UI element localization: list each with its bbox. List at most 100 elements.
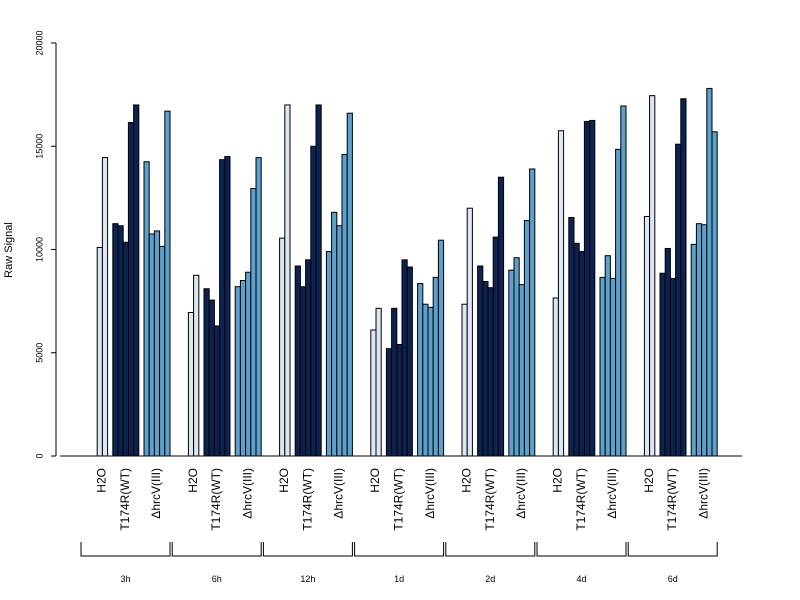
bar-1d-0-0 <box>370 329 377 457</box>
category-label: H2O <box>459 468 473 493</box>
category-label: H2O <box>277 468 291 493</box>
bar-6d-1-0 <box>659 272 666 457</box>
time-label: 2d <box>485 574 495 584</box>
y-axis: 0 5000 10000 15000 20000 <box>34 30 57 459</box>
bar-4d-2-2 <box>609 277 617 457</box>
bar-6h-2-2 <box>245 271 252 457</box>
bar-6h-2-1 <box>239 279 247 457</box>
category-label: T174R(WT) <box>209 468 223 531</box>
bar-6h-2-3 <box>250 188 257 457</box>
bar-6h-0-0 <box>187 311 195 457</box>
bar-1d-1-3 <box>401 259 408 457</box>
category-label: H2O <box>642 468 656 493</box>
category-label: T174R(WT) <box>574 468 588 531</box>
bar-4d-0-0 <box>552 297 559 457</box>
bar-6h-1-2 <box>213 325 221 457</box>
category-label: T174R(WT) <box>118 468 132 531</box>
category-label: T174R(WT) <box>300 468 314 531</box>
category-label: T174R(WT) <box>483 468 497 531</box>
bar-1d-2-2 <box>427 306 434 457</box>
bar-6d-0-1 <box>649 95 656 457</box>
bar-6h-1-4 <box>224 156 231 457</box>
bar-12h-2-4 <box>346 112 353 457</box>
time-label: 6d <box>668 574 678 584</box>
bar-3h-2-2 <box>153 230 161 457</box>
category-label: ΔhrcV(III) <box>514 468 528 519</box>
y-tick-label: 5000 <box>34 343 44 363</box>
category-label: T174R(WT) <box>665 468 679 531</box>
y-tick-label: 10000 <box>34 237 44 262</box>
bar-1d-1-4 <box>406 266 413 457</box>
bar-4d-2-0 <box>599 276 606 457</box>
category-label: H2O <box>551 468 565 493</box>
bar-6h-1-0 <box>203 288 210 457</box>
bar-6h-1-3 <box>219 159 226 457</box>
time-brackets: 3h 6h 12h 1d 2d 4d 6d <box>80 542 718 584</box>
bar-12h-0-0 <box>279 237 286 457</box>
bar-4d-1-1 <box>573 242 580 457</box>
y-tick-label: 0 <box>34 453 44 458</box>
y-tick-label: 20000 <box>34 30 44 55</box>
bar-6h-2-0 <box>234 286 241 457</box>
bar-2d-1-0 <box>477 265 484 457</box>
time-bracket <box>262 542 353 557</box>
bar-12h-2-3 <box>341 154 348 457</box>
bar-1d-1-2 <box>396 343 403 457</box>
category-label: H2O <box>95 468 109 493</box>
time-bracket <box>171 542 262 557</box>
category-label: H2O <box>186 468 200 493</box>
bar-1d-2-1 <box>422 303 429 457</box>
bar-2d-2-3 <box>523 220 531 457</box>
bar-6h-2-4 <box>255 157 262 457</box>
bar-4d-1-4 <box>589 119 596 457</box>
bar-4d-1-3 <box>583 120 591 457</box>
bar-1d-1-0 <box>385 348 393 457</box>
bar-4d-0-1 <box>557 130 565 457</box>
bar-12h-2-0 <box>325 251 333 457</box>
category-label: ΔhrcV(III) <box>149 468 163 519</box>
bar-1d-2-0 <box>417 283 424 457</box>
time-label: 12h <box>300 574 315 584</box>
bar-6d-0-0 <box>643 215 651 457</box>
bar-3h-2-0 <box>143 161 150 457</box>
y-axis-label: Raw Signal <box>3 222 15 278</box>
bar-1d-1-1 <box>391 307 398 457</box>
bar-6d-1-3 <box>675 143 682 457</box>
time-bracket <box>627 542 718 557</box>
bar-4d-2-3 <box>615 148 622 457</box>
bar-2d-2-4 <box>529 168 536 457</box>
bar-4d-1-0 <box>568 216 575 457</box>
bar-2d-1-1 <box>482 281 489 457</box>
bar-3h-2-3 <box>159 245 166 457</box>
time-label: 3h <box>120 574 130 584</box>
bar-12h-1-4 <box>315 104 322 457</box>
bar-2d-1-4 <box>497 176 505 457</box>
bar-1d-0-1 <box>375 307 382 457</box>
bar-3h-1-4 <box>133 104 140 457</box>
category-labels: H2O T174R(WT) ΔhrcV(III) H2O T174R(WT) ΔhrcV(… <box>95 468 711 531</box>
category-label: ΔhrcV(III) <box>605 468 619 519</box>
bar-2d-1-3 <box>492 236 499 457</box>
bar-2d-2-0 <box>508 269 515 457</box>
time-label: 6h <box>212 574 222 584</box>
bar-3h-1-0 <box>112 223 119 457</box>
bars <box>96 87 718 457</box>
bar-6d-1-1 <box>664 247 671 457</box>
category-label: ΔhrcV(III) <box>423 468 437 519</box>
bar-2d-0-0 <box>461 303 468 457</box>
bar-3h-0-1 <box>101 157 109 457</box>
time-bracket <box>445 542 536 557</box>
bar-6d-2-1 <box>695 223 703 457</box>
bar-1d-2-4 <box>437 239 445 457</box>
bar-3h-1-3 <box>127 122 135 457</box>
bar-6d-1-2 <box>669 277 677 457</box>
bar-12h-0-1 <box>284 104 291 457</box>
bar-3h-2-1 <box>148 233 155 457</box>
bar-2d-2-2 <box>518 284 525 457</box>
bar-1d-2-3 <box>432 276 439 457</box>
category-label: T174R(WT) <box>392 468 406 531</box>
bar-2d-2-1 <box>513 257 520 457</box>
category-label: H2O <box>368 468 382 493</box>
bar-2d-0-1 <box>466 207 473 457</box>
